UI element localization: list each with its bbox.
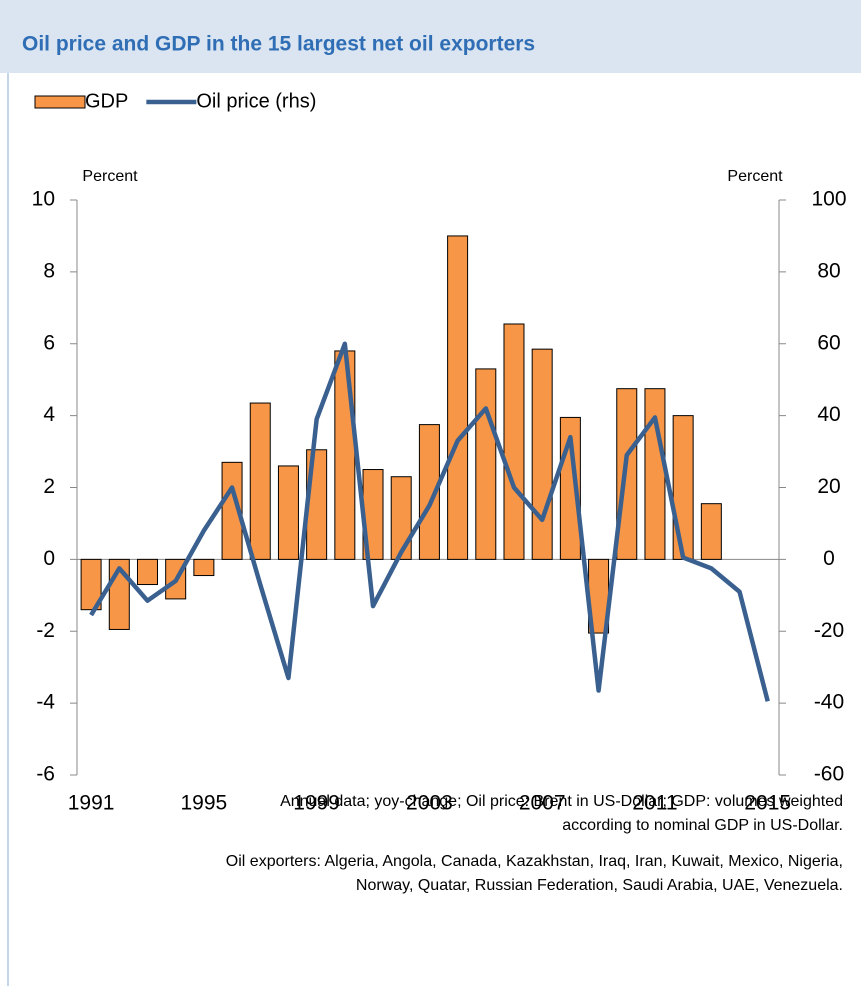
y2-tick-label: 40 — [817, 403, 840, 426]
bar — [418, 424, 440, 560]
x-tick-label: 2003 — [406, 792, 453, 815]
y-axis-label: Percent — [82, 168, 138, 185]
bar — [700, 503, 722, 560]
y2-tick-label: 80 — [817, 259, 840, 282]
x-tick-label: 2007 — [519, 792, 566, 815]
note: Annual data; yoy-change; Oil price: Bren… — [280, 793, 843, 810]
legend-label: GDP — [85, 90, 128, 112]
bar — [503, 323, 525, 560]
legend-label: Oil price (rhs) — [196, 90, 316, 112]
y2-tick-label: -20 — [814, 619, 844, 642]
x-tick-label: 2015 — [744, 792, 791, 815]
y2-tick-label: 60 — [817, 331, 840, 354]
header-band — [0, 0, 861, 73]
bar — [644, 388, 666, 560]
bar — [475, 368, 497, 560]
bar — [221, 461, 243, 560]
bar — [249, 402, 271, 560]
y2-tick-label: 0 — [823, 547, 835, 570]
y-tick-label: -4 — [36, 691, 55, 714]
bar — [447, 235, 469, 560]
note: Oil exporters: Algeria, Angola, Canada, … — [226, 853, 843, 870]
y2-tick-label: 20 — [817, 475, 840, 498]
note: according to nominal GDP in US-Dollar. — [562, 817, 843, 834]
y2-tick-label: 100 — [811, 188, 846, 211]
y2-axis-label: Percent — [727, 168, 783, 185]
note: Norway, Quatar, Russian Federation, Saud… — [356, 877, 843, 894]
y-tick-label: -2 — [36, 619, 55, 642]
y2-tick-label: -40 — [814, 691, 844, 714]
bar — [531, 348, 553, 560]
y-tick-label: 10 — [32, 188, 55, 211]
x-tick-label: 1995 — [181, 792, 228, 815]
bar — [390, 476, 412, 560]
y-tick-label: 8 — [43, 259, 55, 282]
y-tick-label: 0 — [43, 547, 55, 570]
chart-title: Oil price and GDP in the 15 largest net … — [22, 33, 535, 56]
bar — [672, 415, 694, 560]
bar — [193, 558, 215, 577]
line — [89, 341, 770, 702]
y-tick-label: 4 — [43, 403, 55, 426]
y2-tick-label: -60 — [814, 763, 844, 786]
y-tick-label: 2 — [43, 475, 55, 498]
x-tick-label: 1999 — [293, 792, 340, 815]
y-tick-label: 6 — [43, 331, 55, 354]
x-tick-label: 2011 — [632, 792, 677, 815]
legend-swatch — [34, 95, 86, 109]
x-tick-label: 1991 — [68, 792, 115, 815]
y-tick-label: -6 — [36, 763, 55, 786]
bar — [277, 465, 299, 560]
bar — [80, 558, 102, 611]
bar — [136, 558, 158, 586]
bar — [334, 350, 356, 560]
